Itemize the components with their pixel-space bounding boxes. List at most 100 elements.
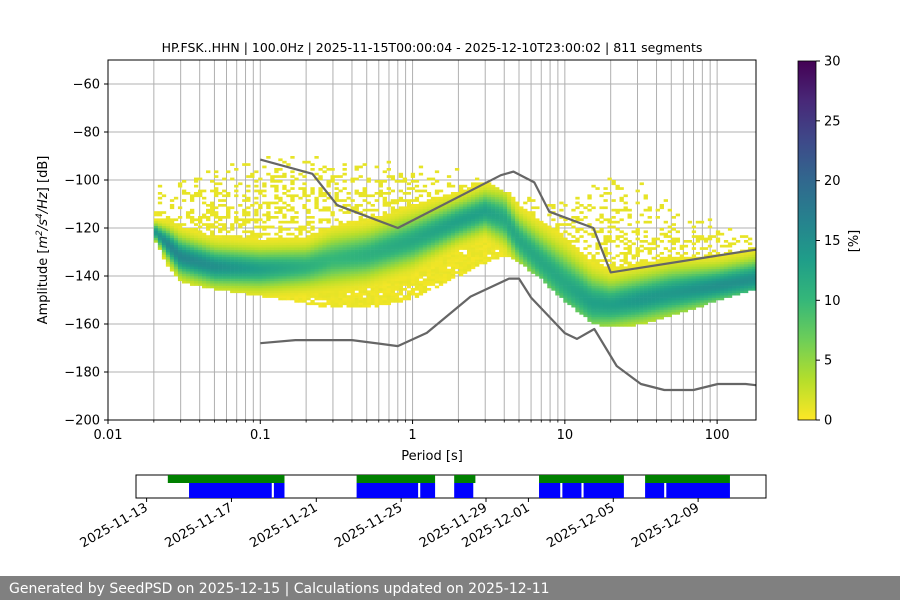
psd-density-cell — [515, 237, 520, 241]
psd-density-cell — [659, 307, 664, 310]
psd-density-cell — [743, 256, 749, 260]
psd-density-cell — [450, 206, 456, 210]
psd-density-cell — [587, 309, 592, 313]
psd-density-cell — [711, 292, 717, 296]
psd-density-cell — [579, 266, 584, 270]
psd-density-cell — [667, 249, 672, 253]
psd-density-cell — [378, 254, 383, 258]
psd-density-cell — [474, 225, 480, 229]
psd-density-cell — [422, 230, 428, 234]
psd-density-cell — [362, 304, 367, 308]
psd-density-cell — [193, 192, 199, 195]
psd-density-cell — [414, 218, 420, 222]
psd-density-cell — [647, 302, 652, 306]
psd-density-cell — [543, 276, 548, 279]
psd-density-cell — [398, 259, 404, 262]
psd-density-cell — [238, 240, 243, 243]
psd-density-cell — [410, 268, 416, 272]
psd-density-cell — [298, 285, 303, 289]
psd-density-cell — [274, 194, 279, 198]
psd-density-cell — [302, 283, 307, 286]
psd-density-cell — [386, 235, 391, 238]
psd-density-cell — [278, 249, 283, 253]
psd-density-cell — [302, 175, 307, 178]
psd-density-cell — [394, 237, 400, 241]
psd-density-cell — [603, 271, 608, 274]
psd-density-cell — [643, 304, 648, 308]
psd-density-cell — [687, 240, 693, 243]
x-tick-label: 0.1 — [250, 428, 271, 443]
psd-density-cell — [715, 266, 721, 270]
psd-density-cell — [382, 280, 387, 284]
psd-density-cell — [258, 252, 263, 255]
psd-density-cell — [703, 290, 709, 294]
psd-density-cell — [515, 242, 520, 246]
psd-density-cell — [222, 256, 227, 260]
psd-density-cell — [282, 172, 287, 176]
psd-density-cell — [426, 280, 432, 284]
psd-density-cell — [442, 218, 448, 222]
psd-density-cell — [671, 278, 677, 282]
psd-density-cell — [306, 237, 311, 241]
psd-density-cell — [639, 319, 644, 322]
psd-density-cell — [731, 242, 737, 246]
psd-density-cell — [531, 271, 536, 274]
psd-density-cell — [450, 216, 456, 219]
psd-density-cell — [278, 196, 283, 200]
psd-density-cell — [290, 297, 295, 301]
psd-density-cell — [414, 261, 420, 265]
psd-density-cell — [414, 268, 420, 272]
psd-density-cell — [579, 271, 584, 274]
psd-density-cell — [751, 271, 756, 274]
psd-density-cell — [446, 230, 452, 234]
psd-density-cell — [591, 319, 596, 322]
psd-density-cell — [619, 240, 624, 243]
psd-density-cell — [607, 276, 612, 279]
psd-density-cell — [402, 177, 408, 181]
psd-density-cell — [483, 230, 488, 234]
psd-density-cell — [294, 300, 299, 303]
psd-density-cell — [366, 232, 371, 236]
psd-density-cell — [274, 276, 279, 279]
psd-density-cell — [727, 254, 733, 258]
psd-density-cell — [266, 266, 271, 270]
psd-density-cell — [157, 201, 163, 205]
psd-density-cell — [382, 288, 387, 291]
psd-density-cell — [567, 273, 572, 277]
psd-density-cell — [591, 256, 596, 260]
psd-density-cell — [410, 244, 416, 248]
psd-density-cell — [691, 273, 697, 277]
psd-density-cell — [230, 244, 235, 248]
psd-density-cell — [226, 192, 231, 195]
psd-density-cell — [627, 312, 632, 315]
psd-density-cell — [450, 242, 456, 246]
psd-density-cell — [639, 300, 644, 303]
psd-density-cell — [258, 254, 263, 258]
psd-density-cell — [214, 206, 219, 210]
psd-density-cell — [334, 266, 339, 270]
psd-density-cell — [603, 309, 608, 313]
psd-density-cell — [470, 204, 476, 207]
psd-density-cell — [474, 213, 480, 217]
psd-density-cell — [226, 211, 231, 214]
psd-density-cell — [378, 288, 383, 291]
psd-density-cell — [402, 242, 408, 246]
psd-density-cell — [358, 278, 363, 282]
psd-density-cell — [414, 220, 420, 224]
psd-density-cell — [434, 280, 440, 284]
psd-density-cell — [426, 228, 432, 231]
psd-density-cell — [354, 206, 359, 210]
psd-density-cell — [246, 220, 251, 224]
psd-density-cell — [438, 206, 444, 210]
psd-density-cell — [334, 196, 339, 200]
psd-density-cell — [591, 314, 596, 318]
psd-density-cell — [495, 252, 500, 255]
psd-density-cell — [442, 256, 448, 260]
psd-density-cell — [222, 225, 227, 229]
psd-density-cell — [727, 295, 733, 298]
psd-density-cell — [422, 278, 428, 282]
psd-density-cell — [523, 249, 528, 253]
psd-density-cell — [559, 264, 564, 267]
psd-density-cell — [607, 321, 612, 325]
psd-density-cell — [189, 237, 195, 241]
